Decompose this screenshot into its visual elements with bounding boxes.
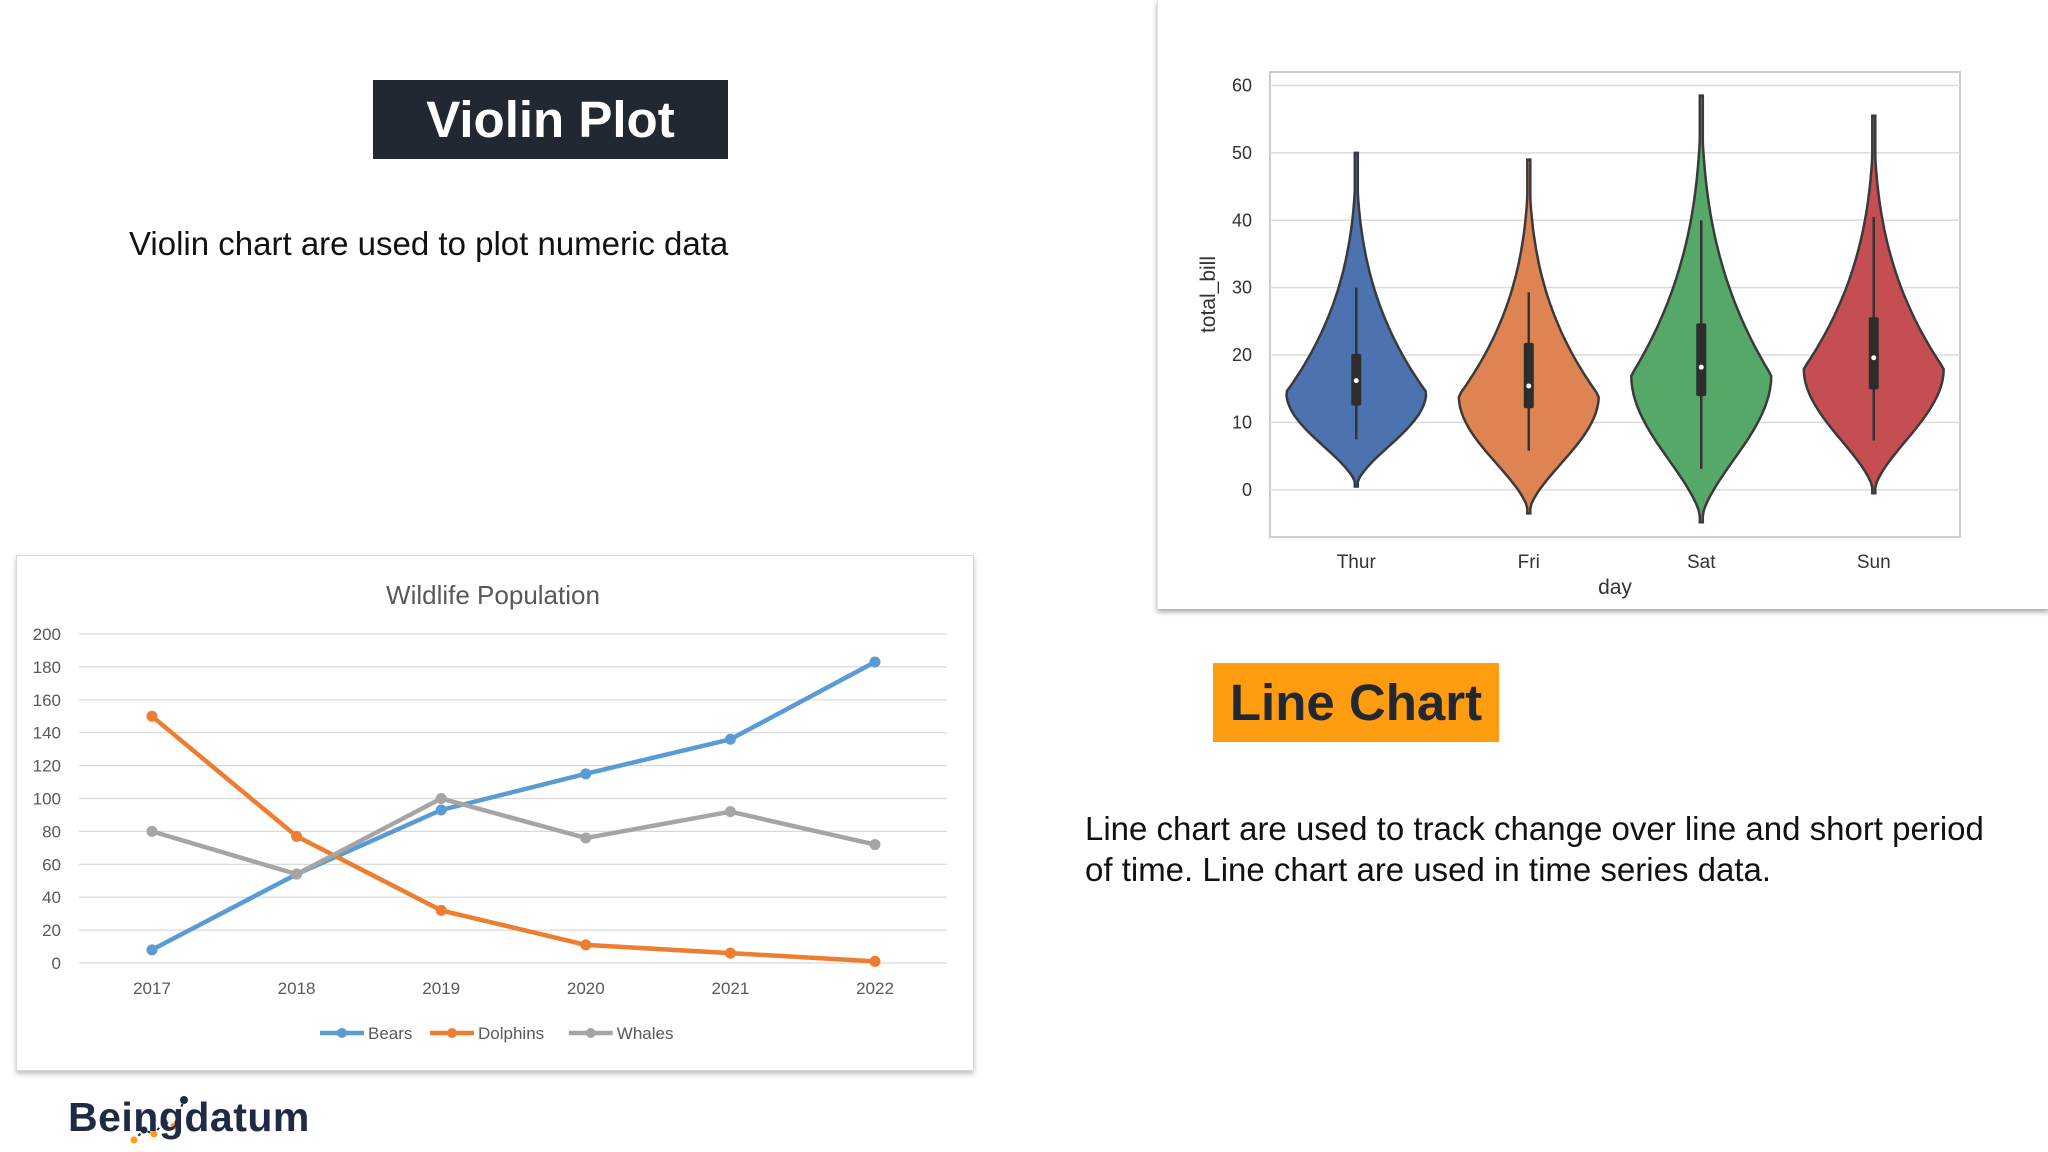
data-point-bears — [724, 733, 736, 745]
violin-iqr-box — [1868, 317, 1879, 390]
y-tick-label: 10 — [1232, 412, 1252, 432]
legend-label: Bears — [368, 1024, 412, 1043]
x-tick-label: 2019 — [422, 979, 460, 998]
line-chart: Wildlife Population 0 20 40 60 80 100 120 140 160… — [33, 580, 947, 1043]
y-tick-label: 200 — [33, 625, 61, 644]
data-point-whales — [724, 806, 736, 818]
series-line-dolphins — [150, 714, 876, 964]
data-point-dolphins — [435, 904, 447, 916]
violin-plot-title: Violin Plot — [373, 80, 728, 159]
y-tick-label: 0 — [52, 954, 61, 973]
data-point-dolphins — [869, 955, 881, 967]
y-tick-label: 60 — [42, 855, 61, 874]
data-point-bears — [146, 944, 158, 956]
data-point-whales — [146, 825, 158, 837]
data-point-dolphins — [724, 947, 736, 959]
x-tick-label: Sat — [1687, 552, 1716, 573]
y-tick-label: 40 — [42, 888, 61, 907]
violin-chart-panel: 0 10 20 30 40 50 60 Thur Fri Sat Sun day total_bill — [1157, 0, 2048, 609]
brand-name: Beingdatum — [68, 1094, 310, 1140]
y-axis-label: total_bill — [1197, 256, 1220, 333]
y-tick-label: 160 — [33, 691, 61, 710]
series-line-whales — [151, 796, 876, 877]
x-tick-label: Sun — [1857, 552, 1891, 573]
y-tick-label: 140 — [33, 724, 61, 743]
y-tick-label: 20 — [1232, 345, 1252, 365]
line-chart-panel: Wildlife Population 0 20 40 60 80 100 120 140 160… — [16, 555, 974, 1071]
legend-marker — [337, 1028, 347, 1038]
data-point-bears — [580, 768, 592, 780]
y-tick-label: 50 — [1232, 143, 1252, 163]
x-tick-label: 2020 — [567, 979, 605, 998]
chart-title: Wildlife Population — [386, 580, 600, 610]
y-tick-label: 60 — [1232, 75, 1252, 95]
x-axis-label: day — [1598, 576, 1632, 599]
y-tick-label: 0 — [1242, 480, 1252, 500]
data-point-bears — [435, 804, 447, 816]
line-chart-title: Line Chart — [1213, 663, 1499, 742]
data-point-dolphins — [291, 830, 303, 842]
legend-label: Dolphins — [478, 1024, 544, 1043]
y-tick-label: 100 — [33, 790, 61, 809]
violin-median-dot — [1698, 364, 1704, 370]
violin-median-dot — [1526, 383, 1532, 389]
data-point-whales — [435, 793, 447, 804]
legend-label: Whales — [617, 1024, 674, 1043]
data-point-dolphins — [146, 710, 158, 722]
legend-marker — [447, 1028, 457, 1038]
y-tick-label: 80 — [42, 822, 61, 841]
data-point-whales — [580, 832, 592, 844]
y-tick-label: 120 — [33, 757, 61, 776]
violin-chart: 0 10 20 30 40 50 60 Thur Fri Sat Sun day total_bill — [1197, 71, 1961, 599]
data-point-whales — [291, 868, 303, 880]
y-tick-label: 30 — [1232, 278, 1252, 298]
y-tick-label: 20 — [42, 921, 61, 940]
legend-marker — [585, 1028, 596, 1038]
data-point-dolphins — [580, 939, 592, 951]
y-tick-label: 40 — [1232, 210, 1252, 230]
x-tick-label: 2017 — [133, 979, 171, 998]
x-tick-label: 2018 — [278, 979, 316, 998]
brand-logo-icon — [130, 1096, 188, 1144]
data-point-bears — [869, 656, 881, 668]
x-tick-label: Fri — [1518, 552, 1540, 573]
y-tick-label: 180 — [33, 658, 61, 677]
violin-iqr-box — [1696, 323, 1707, 397]
x-tick-label: Thur — [1337, 552, 1377, 573]
violin-iqr-box — [1523, 342, 1534, 409]
violin-description: Violin chart are used to plot numeric da… — [129, 225, 729, 262]
data-point-whales — [869, 839, 881, 851]
violin-median-dot — [1871, 355, 1877, 361]
x-tick-label: 2021 — [711, 979, 749, 998]
line-description: Line chart are used to track change over… — [1085, 810, 1984, 888]
violin-median-dot — [1353, 378, 1359, 384]
series-line-bears — [150, 660, 877, 952]
x-tick-label: 2022 — [856, 979, 894, 998]
